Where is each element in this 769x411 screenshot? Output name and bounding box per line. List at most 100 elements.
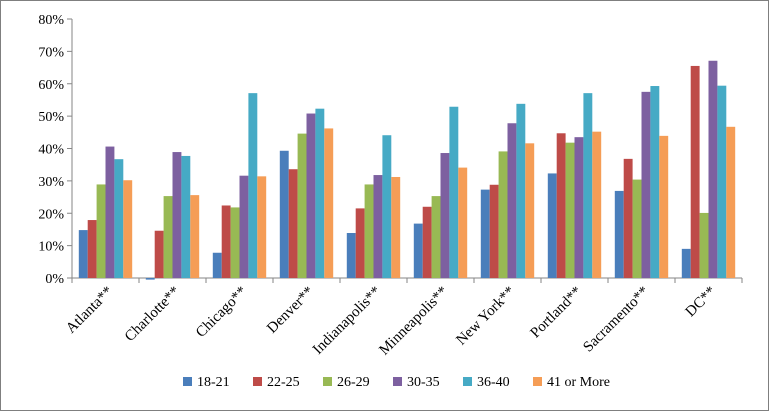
bar-26-29-5 — [431, 196, 441, 278]
bar-18-21-2 — [212, 252, 222, 278]
bar-36-40-8 — [650, 86, 660, 279]
legend-swatch — [533, 377, 542, 386]
bar-26-29-4 — [364, 184, 374, 278]
bar-22-25-6 — [489, 184, 499, 278]
bar-22-25-9 — [690, 65, 700, 278]
x-tick-label: Atlanta** — [63, 284, 116, 337]
bar-30-35-9 — [708, 60, 718, 279]
y-tick-label: 20% — [38, 207, 64, 222]
y-tick-label: 80% — [38, 13, 64, 28]
legend: 18-21 22-25 26-29 30-35 36-40 41 or More — [183, 375, 610, 390]
bar-18-21-5 — [413, 223, 423, 278]
x-tick-label: New York** — [453, 284, 518, 349]
bar-22-25-1 — [154, 230, 164, 278]
bar-22-25-5 — [422, 206, 432, 278]
bar-26-29-1 — [163, 196, 173, 278]
y-tick-label: 0% — [45, 272, 64, 287]
bar-41-or-more-3 — [324, 128, 334, 278]
legend-swatch — [393, 377, 402, 386]
x-tick-label: Indianapolis** — [310, 284, 384, 358]
bar-18-21-4 — [346, 233, 356, 278]
bar-26-29-9 — [699, 212, 709, 278]
bar-41-or-more-1 — [190, 195, 200, 278]
x-tick-label: Chicago** — [193, 284, 250, 341]
bar-22-25-0 — [87, 220, 97, 278]
legend-swatch — [183, 377, 192, 386]
legend-item-41-or-more: 41 or More — [533, 375, 610, 390]
x-axis: Atlanta** Charlotte** Chicago** Denver**Ind… — [63, 277, 743, 359]
bar-18-21-6 — [480, 189, 490, 278]
bar-36-40-1 — [181, 155, 191, 278]
y-tick-label: 60% — [38, 78, 64, 93]
legend-label: 26-29 — [337, 375, 370, 390]
bar-26-29-6 — [498, 151, 508, 278]
bar-22-25-3 — [288, 169, 298, 278]
x-tick-label: Denver** — [264, 284, 317, 337]
legend-swatch — [323, 377, 332, 386]
bar-36-40-0 — [114, 159, 124, 278]
legend-item-18-21: 18-21 — [183, 375, 230, 390]
bar-30-35-1 — [172, 152, 182, 278]
legend-item-22-25: 22-25 — [253, 375, 300, 390]
bar-22-25-8 — [623, 158, 633, 278]
y-tick-label: 40% — [38, 143, 64, 158]
bar-36-40-5 — [449, 106, 459, 279]
x-tick-label: DC** — [683, 284, 720, 321]
bar-30-35-4 — [373, 175, 383, 278]
y-axis: 0% 10% 20% 30% 40% 50% 60% 70% 80% — [38, 13, 73, 287]
bar-18-21-9 — [681, 248, 691, 278]
y-tick-label: 50% — [38, 110, 64, 125]
legend-item-36-40: 36-40 — [463, 375, 510, 390]
bar-41-or-more-8 — [659, 135, 669, 278]
legend-label: 22-25 — [267, 375, 300, 390]
bar-36-40-7 — [583, 93, 593, 278]
legend-swatch — [253, 377, 262, 386]
bar-36-40-4 — [382, 135, 392, 278]
bar-36-40-9 — [717, 85, 727, 278]
bar-41-or-more-9 — [726, 126, 736, 278]
x-tick-label: Sacramento** — [580, 284, 652, 356]
bar-30-35-3 — [306, 113, 316, 278]
bar-26-29-7 — [565, 142, 575, 278]
bar-36-40-2 — [248, 93, 258, 278]
bar-30-35-8 — [641, 91, 651, 278]
bar-41-or-more-0 — [123, 180, 133, 278]
bar-36-40-3 — [315, 108, 325, 279]
bar-22-25-7 — [556, 133, 566, 278]
bar-18-21-0 — [78, 230, 88, 278]
bar-26-29-2 — [230, 207, 240, 278]
bar-26-29-3 — [297, 133, 307, 278]
legend-item-26-29: 26-29 — [323, 375, 370, 390]
bar-36-40-6 — [516, 103, 526, 278]
bar-18-21-3 — [279, 150, 289, 278]
bar-41-or-more-6 — [525, 143, 535, 278]
bar-18-21-8 — [614, 190, 624, 278]
bar-30-35-6 — [507, 123, 517, 278]
bar-41-or-more-2 — [257, 176, 267, 278]
legend-label: 41 or More — [547, 375, 610, 390]
bar-41-or-more-7 — [592, 131, 602, 278]
bar-22-25-2 — [221, 205, 231, 278]
legend-swatch — [463, 377, 472, 386]
bar-26-29-0 — [96, 184, 106, 278]
bars — [78, 60, 736, 280]
bar-22-25-4 — [355, 208, 365, 278]
x-tick-label: Portland** — [527, 284, 585, 342]
bar-41-or-more-4 — [391, 176, 401, 278]
legend-item-30-35: 30-35 — [393, 375, 440, 390]
x-tick-label: Minneapolis** — [376, 284, 451, 359]
bar-26-29-8 — [632, 179, 642, 278]
bar-30-35-5 — [440, 153, 450, 278]
legend-label: 30-35 — [407, 375, 440, 390]
x-tick-label: Charlotte** — [122, 284, 183, 345]
y-tick-label: 30% — [38, 175, 64, 190]
bar-41-or-more-5 — [458, 167, 468, 278]
bar-18-21-1 — [145, 278, 155, 280]
bar-18-21-7 — [547, 173, 557, 278]
bar-30-35-7 — [574, 137, 584, 278]
y-tick-label: 70% — [38, 45, 64, 60]
bar-30-35-2 — [239, 175, 249, 278]
bar-30-35-0 — [105, 146, 115, 278]
legend-label: 36-40 — [477, 375, 510, 390]
